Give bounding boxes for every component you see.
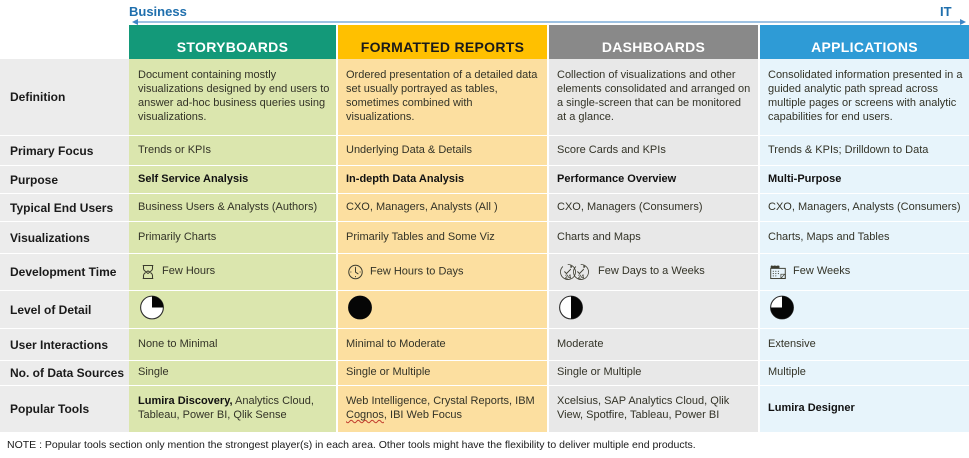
svg-text:24: 24 bbox=[578, 275, 585, 281]
